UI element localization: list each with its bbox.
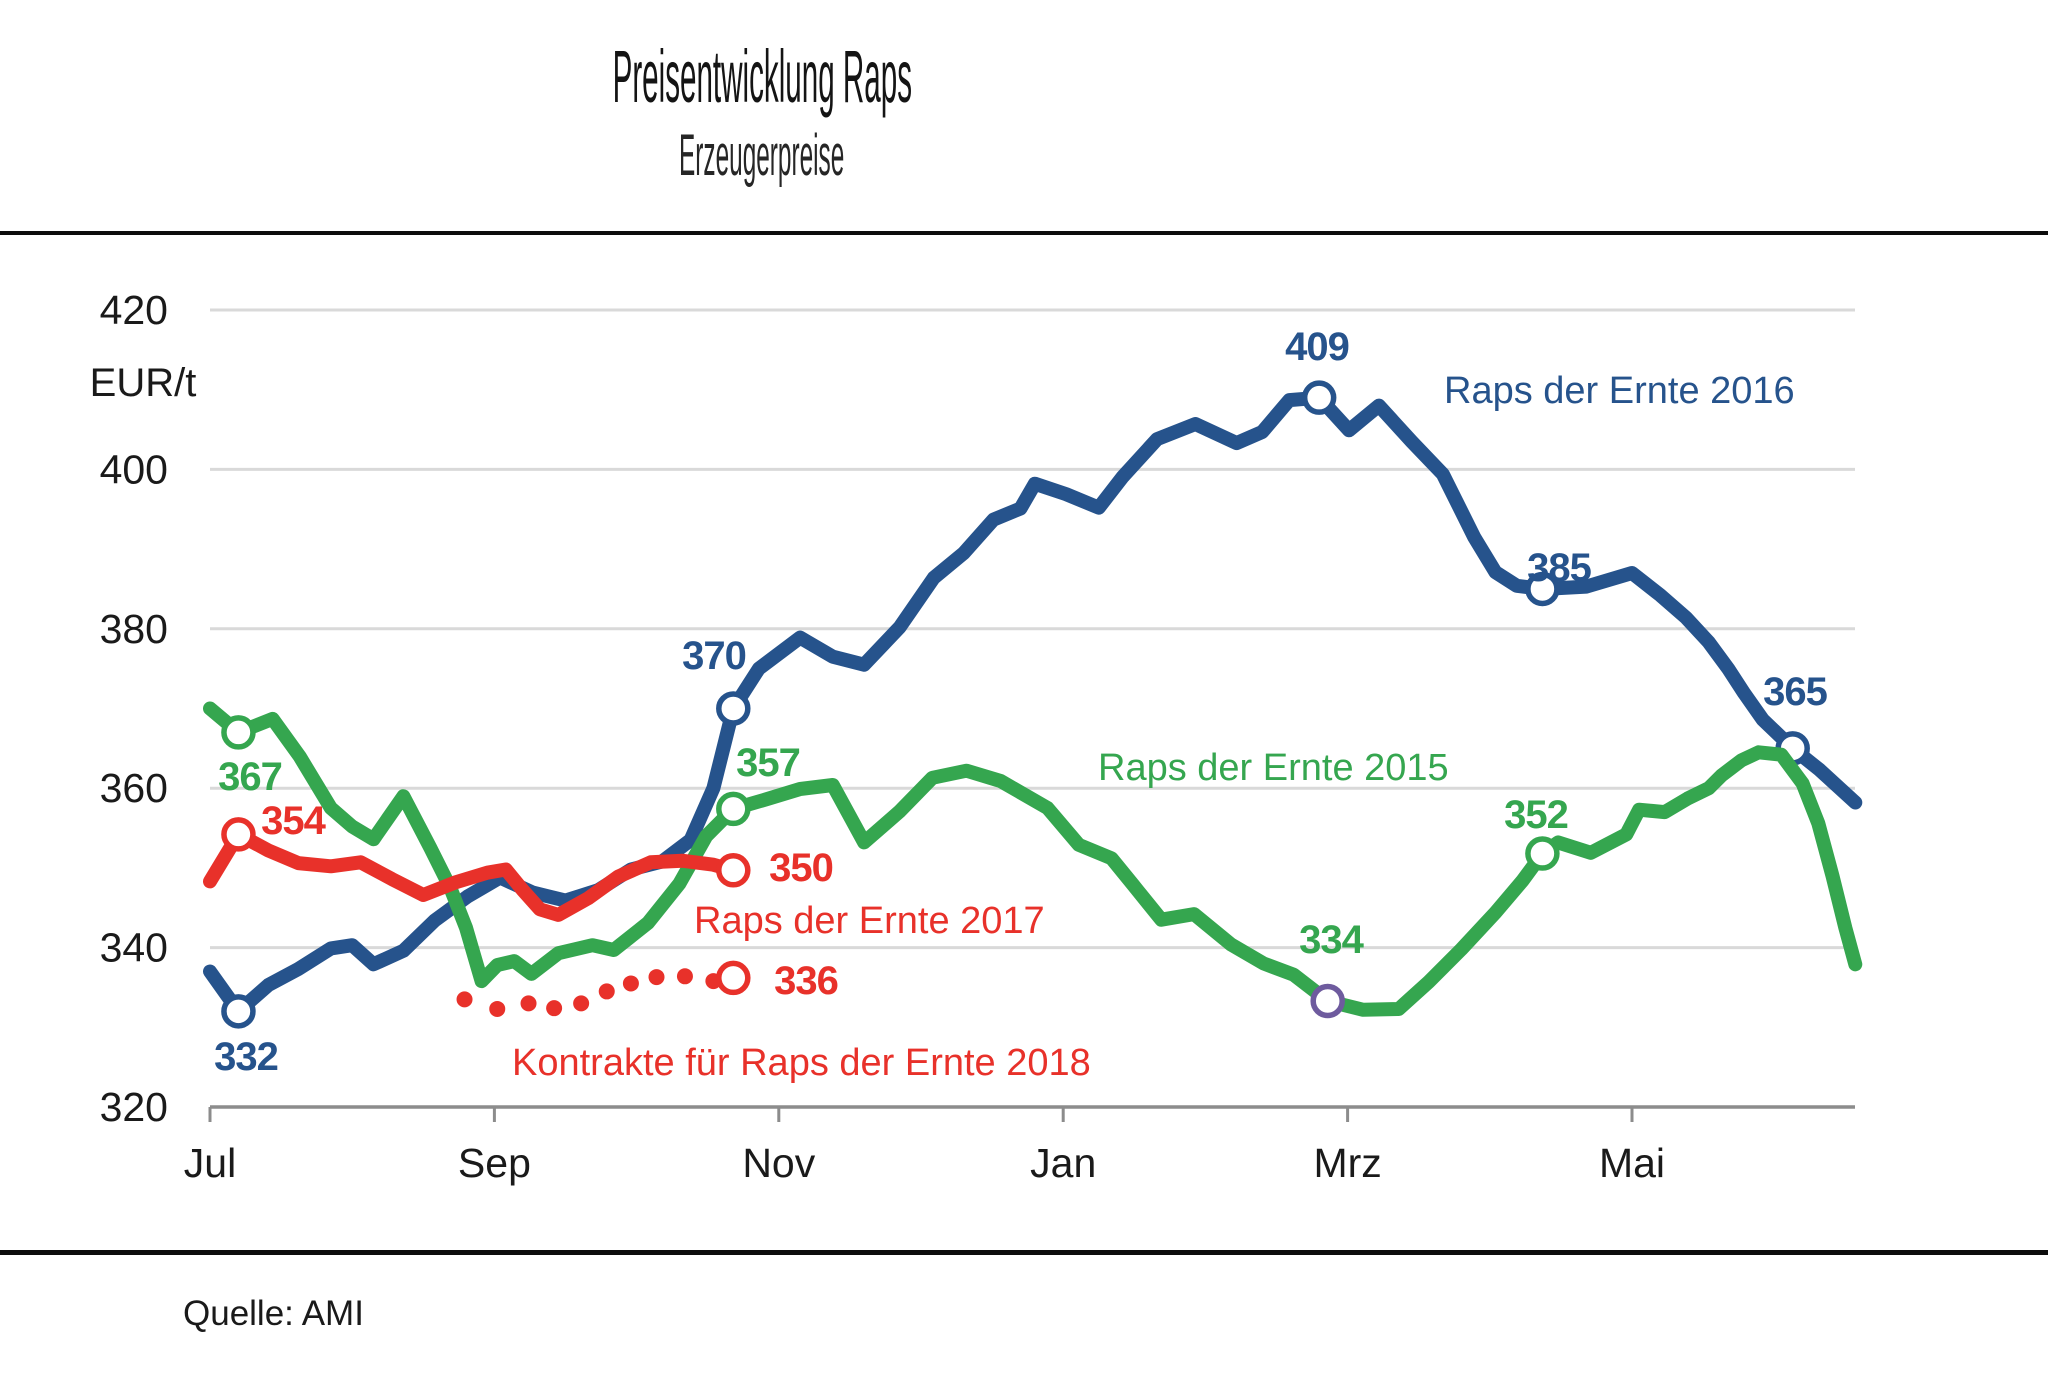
top-separator-line <box>0 231 2048 235</box>
y-axis-tick-label: 420 <box>100 287 168 333</box>
x-axis-tick-label: Mai <box>1599 1140 1665 1186</box>
data-point-marker-336 <box>716 960 751 996</box>
series-dot-kontrakte2018 <box>676 968 693 985</box>
x-axis-tick-label: Nov <box>742 1140 815 1186</box>
data-point-label-357: 357 <box>736 741 800 785</box>
series-dot-kontrakte2018 <box>622 975 639 992</box>
data-point-marker-352 <box>1525 836 1560 871</box>
series-legend-kontrakte2018: Kontrakte für Raps der Ernte 2018 <box>512 1042 1091 1084</box>
data-point-label-370: 370 <box>682 634 746 678</box>
y-axis-tick-label: 380 <box>100 606 168 652</box>
y-axis-tick-label: 340 <box>100 925 168 971</box>
series-legend-ernte2016: Raps der Ernte 2016 <box>1444 370 1795 412</box>
chart-subtitle: Erzeugerpreise <box>679 123 845 188</box>
data-point-label-367: 367 <box>218 755 282 799</box>
data-point-label-352: 352 <box>1504 793 1568 837</box>
x-axis-tick-label: Jan <box>1030 1140 1096 1186</box>
data-point-marker-409 <box>1301 380 1337 415</box>
chart-title: Preisentwicklung Raps <box>612 35 912 118</box>
data-point-marker-367 <box>221 715 256 750</box>
series-dot-kontrakte2018 <box>648 969 665 986</box>
data-point-label-332: 332 <box>214 1035 278 1079</box>
y-axis-tick-label: 400 <box>100 446 168 492</box>
data-point-label-354: 354 <box>261 799 326 843</box>
y-axis-tick-label: 320 <box>100 1084 168 1130</box>
data-point-label-409: 409 <box>1285 325 1349 369</box>
data-point-marker-332 <box>221 994 256 1029</box>
data-point-marker-334 <box>1310 983 1345 1019</box>
x-axis-tick-label: Jul <box>184 1140 236 1186</box>
bottom-separator-line <box>0 1250 2048 1255</box>
series-dot-kontrakte2018 <box>489 1000 506 1017</box>
data-point-marker-350 <box>716 853 751 888</box>
data-point-marker-370 <box>716 691 751 726</box>
y-axis-tick-label: 360 <box>100 765 168 811</box>
x-axis-tick-label: Mrz <box>1313 1140 1381 1186</box>
series-line-ernte2015 <box>203 701 1863 1017</box>
x-axis-tick-label: Sep <box>458 1140 531 1186</box>
data-point-label-365: 365 <box>1763 670 1827 714</box>
data-point-label-385: 385 <box>1527 546 1591 590</box>
series-line-ernte2017 <box>203 827 741 922</box>
data-point-label-350: 350 <box>769 846 833 890</box>
series-dot-kontrakte2018 <box>598 983 615 1000</box>
series-line-ernte2016 <box>203 390 1863 1019</box>
page-title: Preisentwicklung Raps <box>362 34 1162 119</box>
data-point-marker-354 <box>221 817 256 852</box>
data-point-label-334: 334 <box>1299 918 1364 962</box>
source-label: Quelle: AMI <box>183 1294 364 1333</box>
data-point-label-336: 336 <box>774 959 838 1003</box>
page-subtitle: Erzeugerpreise <box>362 122 1162 189</box>
series-legend-ernte2017: Raps der Ernte 2017 <box>694 900 1045 942</box>
data-point-marker-357 <box>716 791 751 827</box>
data-point-marker-385 <box>1525 571 1560 607</box>
series-dot-kontrakte2018 <box>520 995 537 1012</box>
series-dot-kontrakte2018 <box>573 995 590 1012</box>
series-legend-ernte2015: Raps der Ernte 2015 <box>1098 747 1449 789</box>
y-axis-unit-label: EUR/t <box>90 361 197 405</box>
series-dot-kontrakte2018 <box>546 1000 563 1017</box>
series-dot-kontrakte2018 <box>456 991 473 1008</box>
